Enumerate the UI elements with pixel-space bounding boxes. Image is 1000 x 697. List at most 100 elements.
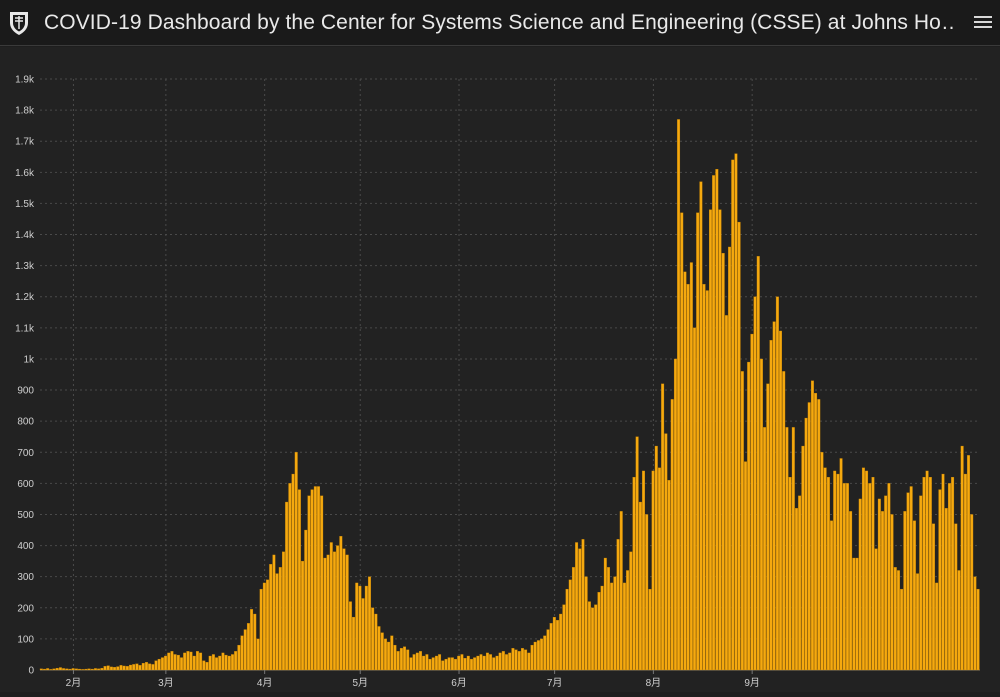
bar[interactable] (224, 654, 228, 671)
bar[interactable] (106, 665, 110, 671)
bar[interactable] (750, 333, 754, 671)
bar[interactable] (374, 613, 378, 671)
bar[interactable] (275, 573, 279, 671)
bar[interactable] (304, 529, 308, 671)
bar[interactable] (632, 476, 636, 671)
bar[interactable] (447, 657, 451, 671)
bar[interactable] (195, 651, 199, 671)
bar[interactable] (874, 548, 878, 671)
bar[interactable] (709, 209, 712, 671)
bar[interactable] (358, 585, 362, 671)
bar[interactable] (683, 271, 687, 671)
bar[interactable] (141, 663, 145, 671)
bar[interactable] (521, 648, 524, 671)
bar[interactable] (422, 655, 426, 671)
bar[interactable] (737, 221, 741, 671)
bar[interactable] (565, 588, 569, 671)
bar[interactable] (119, 665, 123, 671)
bar[interactable] (55, 667, 59, 671)
bar[interactable] (775, 296, 779, 671)
bar[interactable] (699, 181, 703, 671)
bar[interactable] (820, 452, 824, 671)
bar[interactable] (594, 604, 598, 671)
bar[interactable] (912, 520, 916, 671)
bar[interactable] (243, 629, 247, 671)
bar[interactable] (836, 473, 840, 671)
bar[interactable] (766, 383, 770, 671)
bar[interactable] (183, 652, 187, 671)
bar[interactable] (556, 620, 559, 671)
bar[interactable] (466, 655, 470, 671)
hamburger-menu-icon[interactable] (972, 10, 994, 34)
bar[interactable] (734, 153, 738, 671)
bar[interactable] (670, 399, 674, 671)
bar[interactable] (798, 495, 802, 671)
bar[interactable] (871, 476, 875, 671)
bar[interactable] (65, 668, 69, 671)
bar[interactable] (648, 588, 652, 671)
bar[interactable] (897, 570, 900, 671)
bar[interactable] (428, 658, 432, 671)
bar[interactable] (368, 576, 371, 671)
bar[interactable] (505, 654, 508, 671)
bar[interactable] (514, 649, 518, 671)
bar[interactable] (301, 560, 305, 671)
bar[interactable] (444, 658, 448, 671)
bar[interactable] (246, 623, 250, 671)
bar[interactable] (87, 668, 91, 671)
bar[interactable] (485, 652, 489, 671)
bar[interactable] (960, 445, 964, 671)
bar[interactable] (489, 654, 493, 671)
bar[interactable] (916, 573, 920, 671)
bar[interactable] (744, 461, 747, 671)
bar[interactable] (677, 119, 681, 671)
bar[interactable] (71, 668, 75, 671)
bar[interactable] (846, 483, 849, 671)
bar[interactable] (667, 480, 671, 671)
bar[interactable] (371, 607, 375, 671)
bar[interactable] (167, 652, 171, 671)
bar[interactable] (782, 371, 786, 671)
bar[interactable] (852, 557, 856, 671)
bar[interactable] (129, 664, 132, 671)
bar[interactable] (409, 657, 413, 671)
bar[interactable] (865, 470, 869, 671)
bar[interactable] (830, 520, 833, 671)
bar[interactable] (973, 576, 977, 671)
bar[interactable] (664, 433, 668, 671)
bar[interactable] (438, 654, 442, 671)
bar[interactable] (431, 657, 435, 671)
bar[interactable] (377, 626, 381, 671)
bar[interactable] (186, 651, 190, 671)
bar[interactable] (616, 539, 620, 671)
bar[interactable] (90, 668, 94, 671)
bar[interactable] (180, 657, 183, 671)
bar[interactable] (661, 383, 665, 671)
bar[interactable] (348, 601, 352, 671)
bar[interactable] (795, 508, 798, 671)
bar[interactable] (728, 246, 732, 671)
bar[interactable] (524, 649, 528, 671)
bar[interactable] (148, 663, 152, 671)
bar[interactable] (517, 651, 521, 671)
bar[interactable] (479, 654, 483, 671)
bar[interactable] (329, 542, 333, 671)
bar[interactable] (39, 668, 43, 671)
bar[interactable] (132, 664, 136, 671)
bar[interactable] (170, 651, 174, 671)
bar[interactable] (759, 358, 763, 671)
bar[interactable] (807, 402, 811, 671)
bar[interactable] (336, 545, 340, 671)
bar[interactable] (492, 657, 496, 671)
bar[interactable] (788, 476, 792, 671)
bar[interactable] (317, 486, 320, 671)
bar[interactable] (380, 632, 384, 671)
bar[interactable] (473, 657, 477, 671)
bar[interactable] (591, 607, 594, 671)
bar[interactable] (693, 327, 696, 671)
bar[interactable] (922, 476, 926, 671)
bar[interactable] (81, 669, 85, 671)
bar[interactable] (463, 658, 467, 671)
bar[interactable] (673, 358, 677, 671)
bar[interactable] (144, 662, 148, 671)
